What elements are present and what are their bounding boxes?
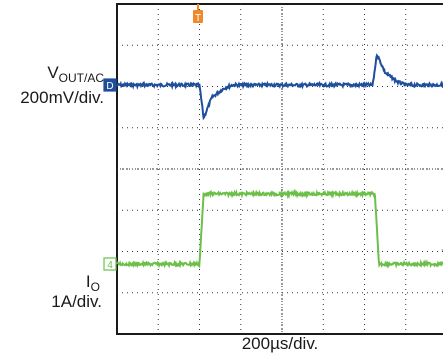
io-label-sub: O <box>90 280 100 294</box>
trigger-marker-text: T <box>195 13 201 24</box>
io-channel-label: IO <box>4 272 100 294</box>
vout-marker-text: D <box>106 81 113 92</box>
io-marker-box <box>103 257 117 271</box>
vout-channel-label: VOUT/AC <box>4 63 104 85</box>
vout-scale-label: 200mV/div. <box>20 88 104 107</box>
trigger-marker: T <box>193 4 203 24</box>
markers: D 4 T <box>103 4 443 271</box>
io-trace <box>116 188 443 269</box>
io-scale-label: 1A/div. <box>51 292 102 311</box>
io-channel-marker: 4 <box>103 257 117 271</box>
vout-label-sub: OUT/AC <box>58 71 104 85</box>
vout-trace <box>116 53 443 121</box>
traces <box>116 53 443 269</box>
grid <box>117 4 443 334</box>
io-marker-text: 4 <box>107 260 113 271</box>
vout-marker-box <box>103 78 117 92</box>
x-axis-label: 200µs/div. <box>241 334 319 353</box>
vout-channel-marker: D <box>103 78 117 92</box>
vout-label-main: V <box>47 63 59 82</box>
io-label-main: I <box>85 272 91 291</box>
trigger-marker-box <box>193 10 203 23</box>
